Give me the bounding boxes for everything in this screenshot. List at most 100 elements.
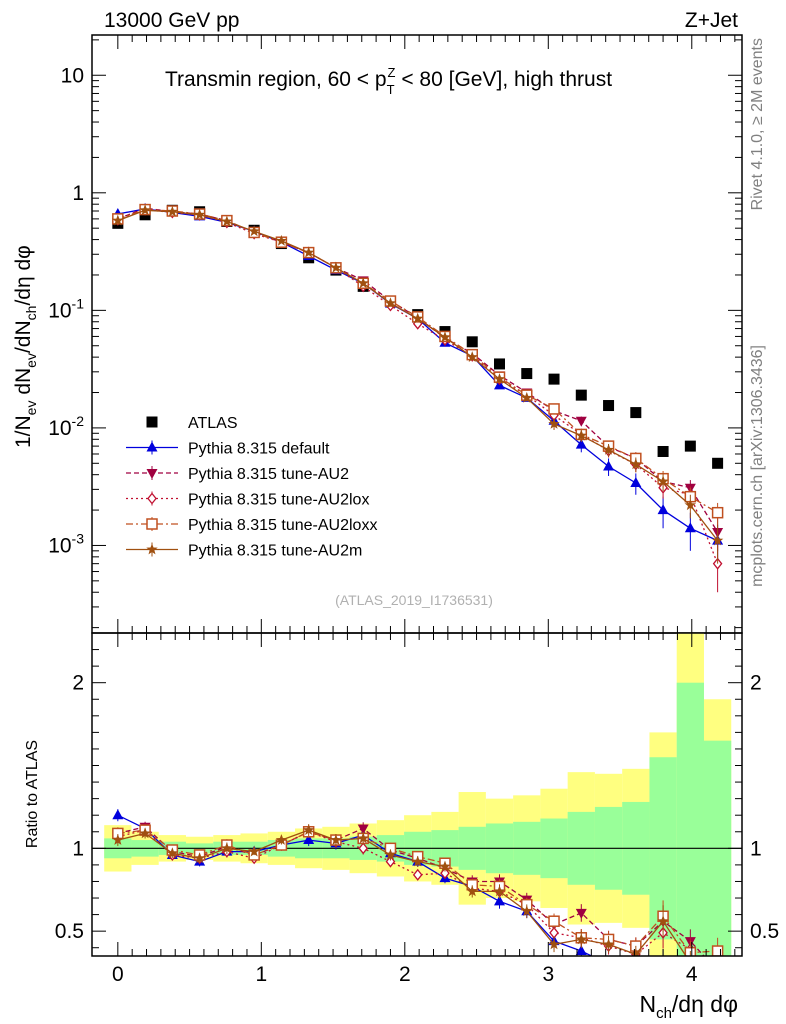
legend-item-au2lox: Pythia 8.315 tune-AU2lox: [126, 491, 369, 509]
point-atlas: [630, 407, 642, 419]
ratio-point-au2m: [466, 885, 478, 897]
point-au2m: [630, 458, 642, 470]
ratio-point-au2lox: [440, 867, 450, 880]
ratio-point-au2m: [166, 847, 179, 859]
ratio-series-au2m: [112, 824, 723, 983]
ratio-y-tick-label-right: 0.5: [750, 920, 779, 943]
ratio-point-au2loxx: [711, 945, 724, 956]
point-au2m: [357, 277, 369, 289]
y-tick-label: 10-1: [48, 295, 84, 322]
ratio-frame: [91, 632, 743, 957]
point-au2m: [412, 312, 424, 324]
ratio-point-au2m: [357, 832, 369, 844]
ratio-point-au2m: [439, 860, 451, 872]
legend: ATLAS Pythia 8.315 default Pythia 8.315 tu…: [126, 415, 377, 560]
point-default: [657, 504, 669, 515]
ratio-point-au2m: [112, 834, 124, 845]
rivet-label: Rivet 4.1.0, ≥ 2M events: [749, 38, 766, 210]
point-au2m: [548, 418, 560, 429]
legend-marker: [146, 416, 158, 428]
ratio-point-au2lox: [358, 842, 369, 855]
ratio-point-au2m: [330, 834, 342, 845]
point-au2m: [384, 297, 397, 309]
point-au2m: [248, 225, 260, 237]
ratio-point-au2m: [412, 855, 424, 867]
point-au2m: [193, 208, 206, 220]
point-au2m: [275, 234, 288, 246]
point-au2m: [602, 443, 615, 455]
ratio-y-tick-label: 2: [72, 672, 84, 695]
series-au2lox: [112, 203, 723, 593]
ratio-point-au2m: [521, 905, 533, 917]
analysis-annotation: (ATLAS_2019_I1736531): [335, 592, 493, 608]
point-au2m: [221, 215, 233, 227]
ratio-point-au2: [357, 824, 369, 835]
legend-label: Pythia 8.315 default: [188, 441, 330, 458]
point-au2m: [112, 214, 124, 226]
ratio-point-au2m: [248, 845, 260, 857]
y-tick-label: 10-3: [48, 530, 84, 557]
point-au2m: [439, 331, 451, 343]
header-left: 13000 GeV pp: [104, 9, 239, 32]
ratio-ylabel: Ratio to ATLAS: [24, 740, 41, 848]
ratio-point-au2m: [275, 834, 288, 845]
point-au2: [575, 416, 587, 427]
legend-item-au2: Pythia 8.315 tune-AU2: [126, 466, 349, 483]
point-atlas: [712, 457, 724, 469]
point-atlas: [521, 368, 533, 380]
ratio-point-au2m: [712, 972, 723, 983]
point-atlas: [494, 358, 506, 370]
point-atlas: [548, 373, 560, 385]
ratio-y-tick-label: 0.5: [55, 920, 84, 943]
point-au2m: [303, 246, 315, 258]
ratio-point-au2m: [575, 933, 587, 945]
ratio-point-au2m: [303, 824, 315, 835]
ratio-point-au2m: [384, 849, 397, 860]
legend-marker: [146, 518, 158, 530]
series-line-au2: [117, 207, 719, 533]
point-default: [630, 476, 642, 487]
ratio-point-default: [712, 972, 723, 982]
point-au2loxx: [548, 403, 560, 415]
ratio-y-tick-label: 1: [72, 837, 84, 860]
y-tick-label: 1: [72, 182, 84, 205]
point-atlas: [603, 400, 615, 412]
x-tick-label: 1: [255, 963, 267, 986]
point-au2m: [711, 534, 724, 546]
legend-marker: [146, 543, 158, 555]
point-atlas: [657, 445, 669, 457]
point-au2m: [166, 205, 179, 217]
point-au2m: [521, 391, 533, 403]
y-tick-label: 10: [61, 64, 84, 87]
ratio-y-tick-label-right: 1: [750, 837, 762, 860]
ratio-point-au2m: [493, 885, 506, 897]
ratio-plot-area: 0.5 0.5 1 1 2 2 0 1 2 3 4: [55, 632, 779, 986]
legend-label: ATLAS: [188, 415, 238, 432]
ratio-point-au2lox: [385, 855, 396, 868]
ratio-point-au2m: [139, 827, 151, 839]
series-au2m: [112, 204, 724, 564]
legend-item-atlas: ATLAS: [146, 415, 238, 432]
ratio-point-default: [630, 967, 641, 977]
uncertainty-bands: [104, 633, 732, 956]
point-atlas: [684, 440, 696, 452]
legend-label: Pythia 8.315 tune-AU2loxx: [188, 517, 377, 534]
x-tick-label: 3: [542, 963, 554, 986]
ratio-point-au2m: [548, 938, 560, 950]
series-default: [112, 202, 724, 564]
legend-item-au2m: Pythia 8.315 tune-AU2m: [126, 542, 362, 560]
legend-marker: [147, 492, 157, 505]
x-tick-label: 0: [112, 963, 124, 986]
mcplots-label: mcplots.cern.ch [arXiv:1306.3436]: [749, 345, 766, 587]
ratio-point-au2m: [221, 842, 233, 854]
ratio-point-au2m: [193, 852, 206, 864]
legend-label: Pythia 8.315 tune-AU2: [188, 466, 349, 483]
point-atlas: [466, 336, 478, 348]
ratio-point-default: [575, 945, 587, 956]
series-line-au2lox: [117, 208, 719, 564]
legend-item-default: Pythia 8.315 default: [126, 440, 330, 458]
ratio-point-au2: [575, 908, 587, 919]
point-default: [603, 460, 615, 471]
ratio-point-au2lox: [549, 926, 559, 939]
